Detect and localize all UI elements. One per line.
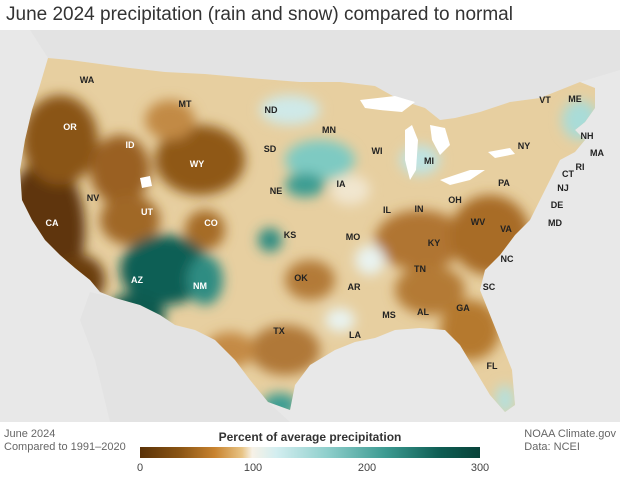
lake-michigan: [405, 125, 418, 180]
state-label-va: VA: [500, 224, 512, 234]
state-label-de: DE: [550, 200, 564, 210]
state-label-nm: NM: [193, 281, 207, 291]
state-label-mn: MN: [322, 125, 336, 135]
state-label-oh: OH: [448, 195, 462, 205]
state-label-ga: GA: [456, 303, 470, 313]
state-label-in: IN: [414, 204, 424, 214]
state-label-id: ID: [125, 140, 135, 150]
state-label-il: IL: [383, 205, 391, 215]
map-svg: [0, 30, 620, 422]
state-label-ar: AR: [347, 282, 361, 292]
state-label-nd: ND: [264, 105, 278, 115]
legend-tick-300: 300: [470, 462, 490, 474]
state-label-ri: RI: [575, 162, 585, 172]
canada-land: [0, 30, 620, 120]
state-label-sd: SD: [263, 144, 277, 154]
footer-right: NOAA Climate.gov Data: NCEI: [524, 428, 616, 454]
legend-tick-100: 100: [243, 462, 263, 474]
state-label-nc: NC: [500, 254, 514, 264]
state-label-ut: UT: [141, 207, 153, 217]
legend-tick-200: 200: [357, 462, 377, 474]
state-label-wa: WA: [79, 75, 95, 85]
lake-ontario: [488, 148, 515, 158]
state-label-ia: IA: [336, 179, 346, 189]
state-label-nj: NJ: [557, 183, 569, 193]
state-label-ny: NY: [517, 141, 531, 151]
state-label-ct: CT: [562, 169, 574, 179]
state-label-wy: WY: [189, 159, 205, 169]
state-label-mt: MT: [178, 99, 192, 109]
state-label-wi: WI: [371, 146, 383, 156]
state-label-sc: SC: [482, 282, 496, 292]
state-label-la: LA: [349, 330, 361, 340]
state-label-tn: TN: [414, 264, 426, 274]
state-label-fl: FL: [486, 361, 498, 371]
mexico-land: [80, 292, 290, 422]
state-label-pa: PA: [498, 178, 510, 188]
lake-superior: [360, 96, 415, 112]
lake-huron: [430, 125, 450, 155]
state-label-nv: NV: [86, 193, 100, 203]
map-title: June 2024 precipitation (rain and snow) …: [6, 4, 513, 25]
precip-field: [20, 58, 595, 412]
state-label-me: ME: [568, 94, 582, 104]
great-salt-lake: [140, 176, 152, 188]
state-label-co: CO: [204, 218, 218, 228]
great-lakes: [140, 96, 515, 188]
footer-data: Data: NCEI: [524, 441, 580, 453]
state-label-or: OR: [63, 122, 77, 132]
footer-date: June 2024: [4, 428, 56, 440]
state-label-ma: MA: [590, 148, 604, 158]
state-label-wv: WV: [470, 217, 486, 227]
lake-erie: [440, 170, 485, 185]
state-label-ok: OK: [294, 273, 308, 283]
state-label-ca: CA: [45, 218, 59, 228]
state-label-ms: MS: [382, 310, 396, 320]
legend-title: Percent of average precipitation: [218, 430, 402, 444]
state-label-mi: MI: [424, 156, 434, 166]
state-label-md: MD: [548, 218, 562, 228]
state-label-vt: VT: [539, 95, 551, 105]
state-label-al: AL: [417, 307, 429, 317]
state-label-az: AZ: [131, 275, 143, 285]
state-label-ne: NE: [269, 186, 283, 196]
footer-baseline: Compared to 1991–2020: [4, 441, 126, 453]
state-label-tx: TX: [273, 326, 285, 336]
legend-color-bar: [140, 447, 480, 458]
footer-left: June 2024 Compared to 1991–2020: [4, 428, 126, 454]
state-label-ky: KY: [427, 238, 441, 248]
state-label-nh: NH: [580, 131, 594, 141]
state-label-ks: KS: [283, 230, 297, 240]
precipitation-map: [0, 30, 620, 422]
footer-source: NOAA Climate.gov: [524, 428, 616, 440]
legend-tick-0: 0: [136, 462, 144, 474]
state-label-mo: MO: [345, 232, 361, 242]
